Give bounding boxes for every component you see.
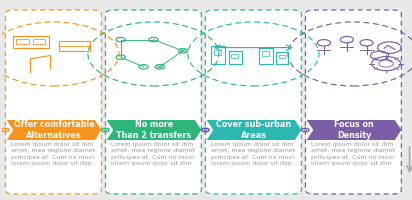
FancyBboxPatch shape [5,10,101,194]
Text: Lorem ipsum dolor sit dim
amet, mea regione diamet
principes at. Cum no movi
lor: Lorem ipsum dolor sit dim amet, mea regi… [111,142,196,166]
Bar [33,39,45,44]
Text: Lorem ipsum dolor sit dim
amet, mea regione diamet
principes at. Cum no movi
lor: Lorem ipsum dolor sit dim amet, mea regi… [211,142,295,166]
Bar [262,51,269,56]
Circle shape [202,128,209,132]
Bar [276,52,288,64]
FancyBboxPatch shape [105,10,201,194]
Circle shape [4,129,7,131]
Bar [211,46,225,64]
Text: Offer comfortable
Alternatives: Offer comfortable Alternatives [14,120,94,140]
Bar [259,48,273,64]
Bar [13,36,49,48]
Circle shape [2,128,9,132]
Text: Cover sub-urban
Areas: Cover sub-urban Areas [216,120,292,140]
Polygon shape [307,120,401,140]
Text: Lorem ipsum dolor sit dim
amet, mea regione diamet
principes at. Cum no movi
lor: Lorem ipsum dolor sit dim amet, mea regi… [11,142,96,166]
Bar [231,54,238,58]
FancyBboxPatch shape [305,10,401,194]
Text: Lorem ipsum dolor sit dim
amet, mea regione diamet
principes at. Cum no movi
lor: Lorem ipsum dolor sit dim amet, mea regi… [311,142,396,166]
Bar [279,55,285,58]
Polygon shape [107,120,201,140]
Circle shape [104,129,107,131]
Circle shape [102,128,109,132]
Circle shape [302,128,309,132]
Bar [214,50,221,55]
Polygon shape [207,120,301,140]
Circle shape [304,129,307,131]
Bar [16,39,29,44]
Circle shape [204,129,207,131]
FancyBboxPatch shape [206,10,301,194]
Polygon shape [7,120,101,140]
Text: No more
Than 2 transfers: No more Than 2 transfers [117,120,192,140]
Bar [229,51,241,64]
Bar [59,41,90,51]
Text: Focus on
Density: Focus on Density [334,120,374,140]
